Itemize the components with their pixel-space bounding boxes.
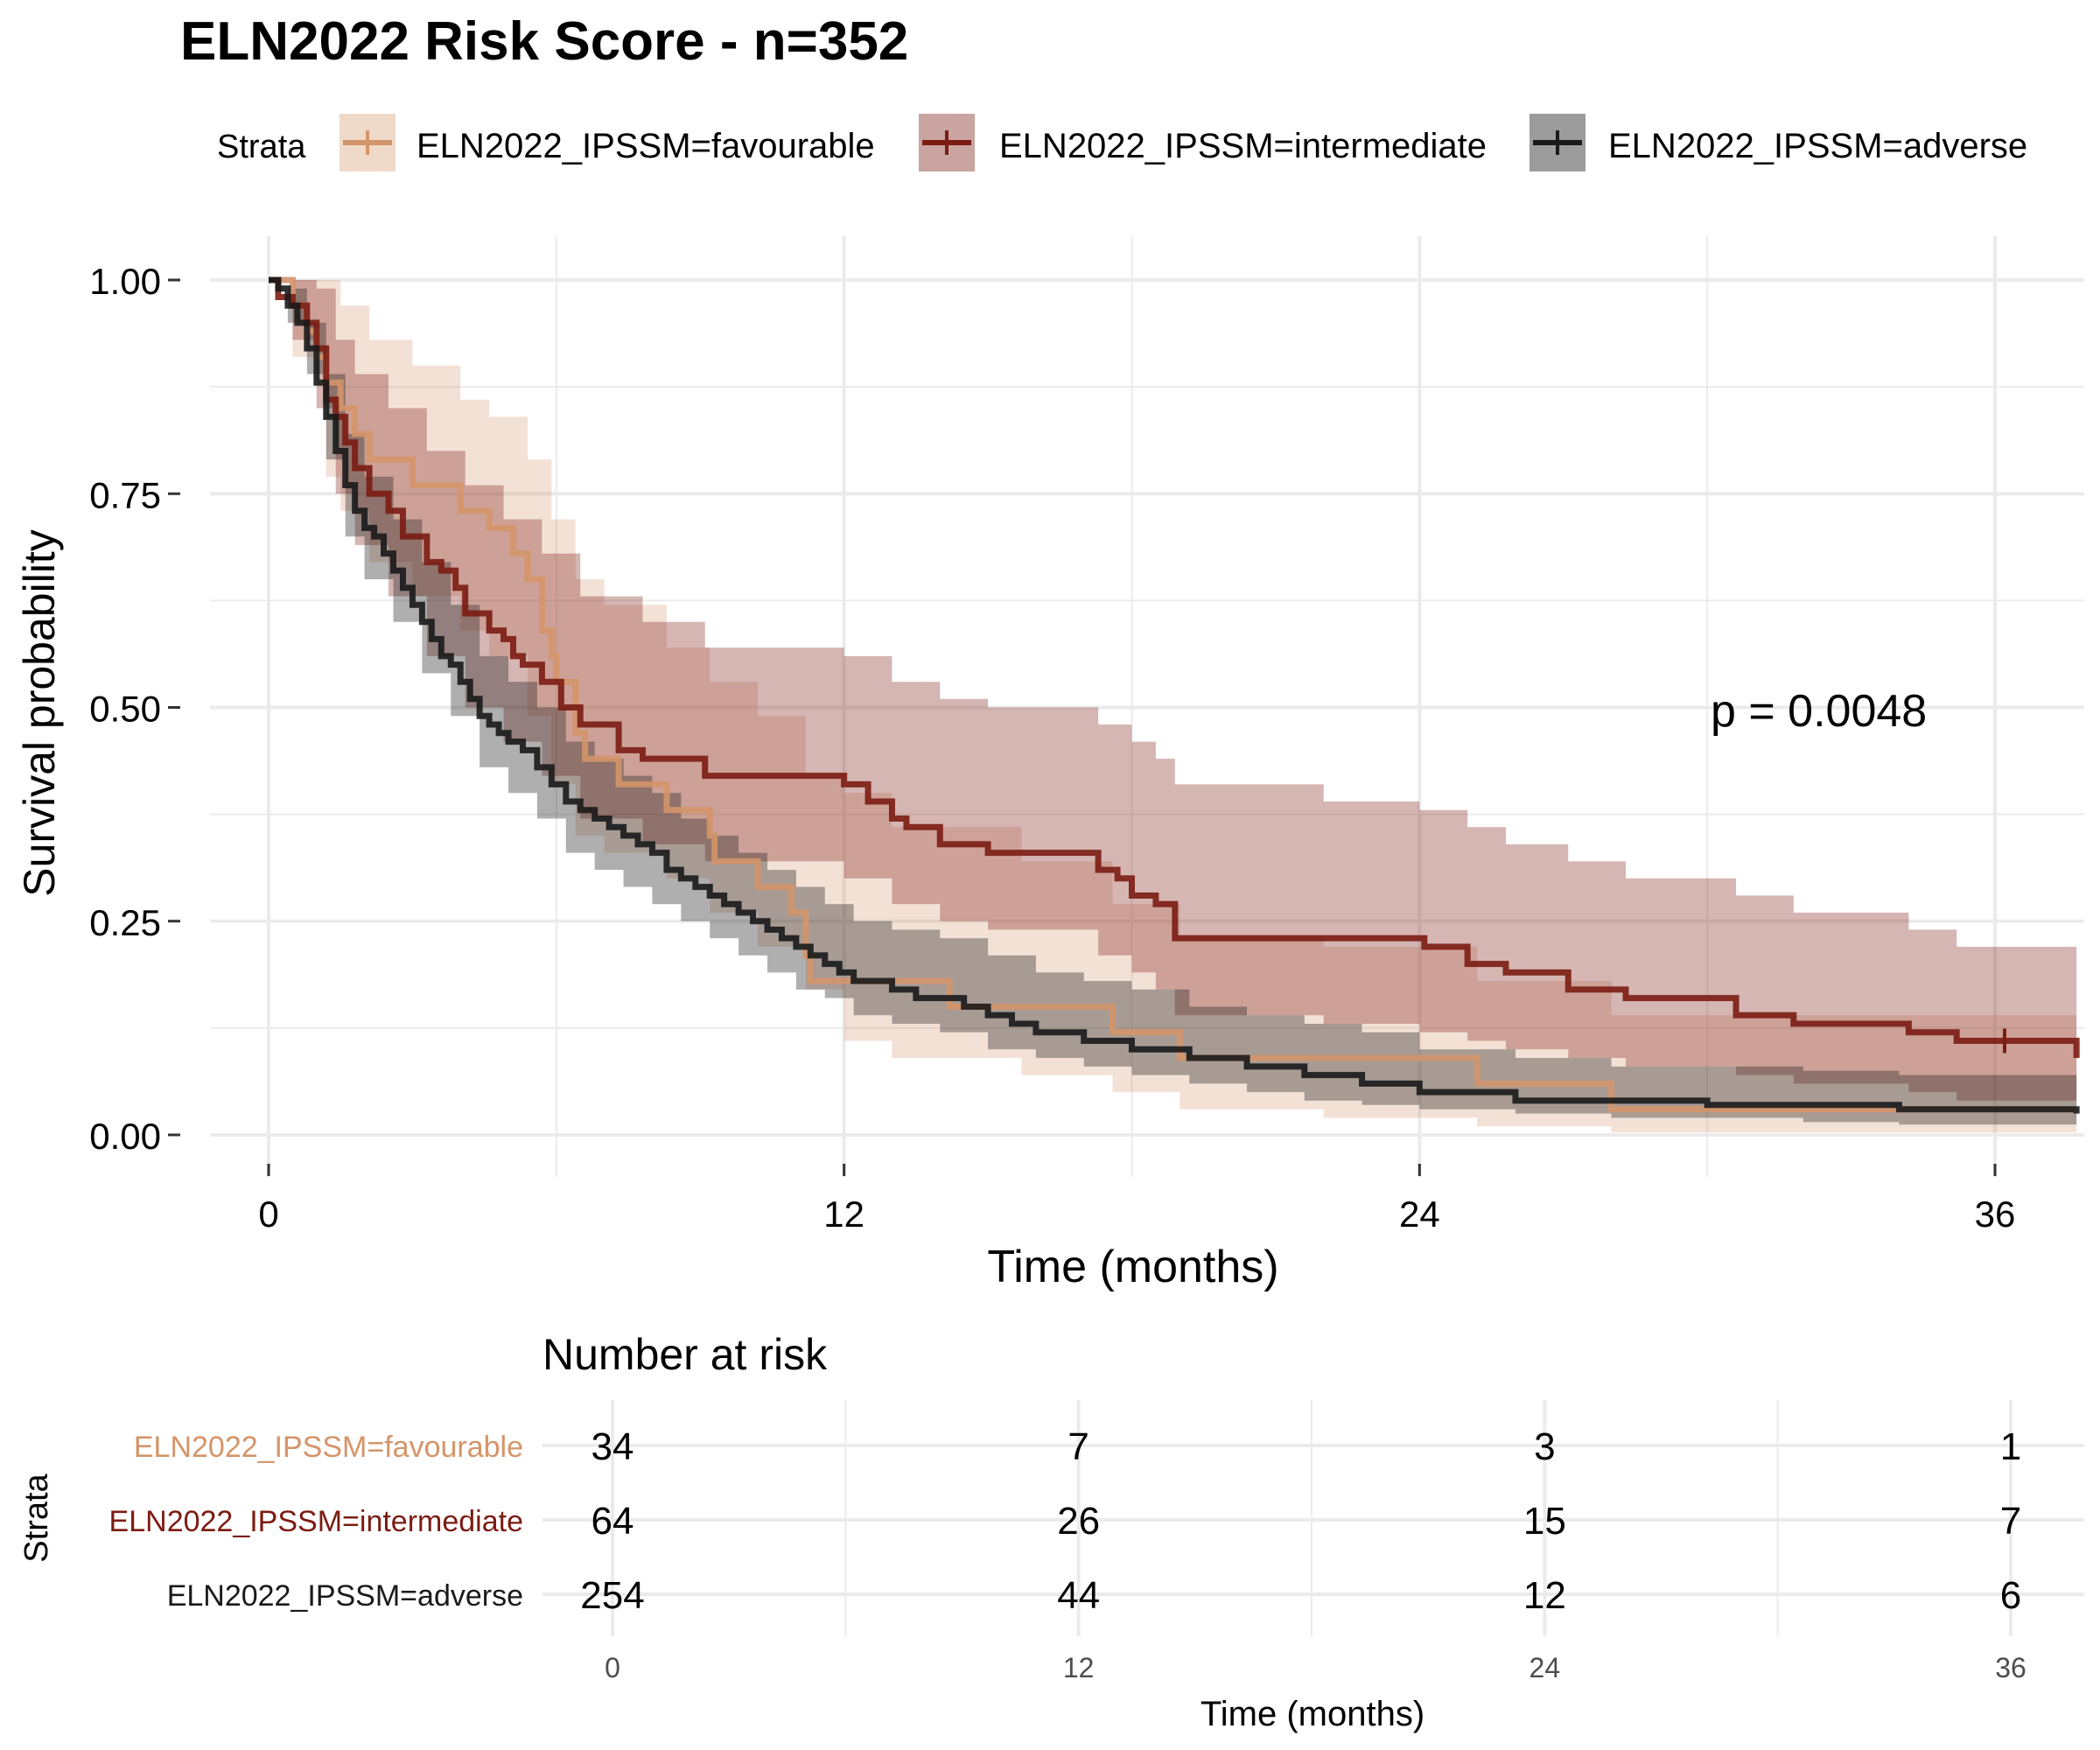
- y-tick-label: 0.50: [89, 689, 161, 730]
- risk-row-label: ELN2022_IPSSM=adverse: [167, 1579, 523, 1613]
- risk-count: 15: [1523, 1500, 1566, 1543]
- legend-label: ELN2022_IPSSM=favourable: [416, 127, 875, 165]
- survival-curve: [269, 276, 2077, 1113]
- risk-table: Number at risk ELN2022_IPSSM=favourable 3…: [18, 1330, 2084, 1733]
- y-tick-label: 1.00: [89, 261, 161, 302]
- y-axis-title: Survival probability: [15, 529, 64, 897]
- risk-count: 64: [592, 1500, 634, 1543]
- p-value-label: p = 0.0048: [1711, 686, 1927, 737]
- x-tick-label: 12: [823, 1194, 864, 1235]
- confidence-bands: [269, 280, 2077, 1133]
- chart-title: ELN2022 Risk Score - n=352: [180, 11, 908, 72]
- risk-row-label: ELN2022_IPSSM=favourable: [134, 1431, 523, 1464]
- x-tick-label: 36: [1975, 1194, 2016, 1235]
- survival-curve: [269, 276, 2080, 1059]
- confidence-band: [269, 280, 2077, 1110]
- risk-count: 26: [1057, 1500, 1100, 1543]
- y-tick-label: 0.75: [89, 474, 161, 515]
- survival-curves: [269, 276, 2080, 1114]
- risk-count: 7: [2000, 1500, 2021, 1543]
- risk-row-label: ELN2022_IPSSM=intermediate: [109, 1505, 523, 1538]
- risk-x-tick-label: 12: [1063, 1652, 1095, 1684]
- x-axis: 0 12 24 36: [258, 1164, 2015, 1235]
- y-axis: 0.00 0.25 0.50 0.75 1.00: [89, 261, 180, 1157]
- risk-x-tick-label: 36: [1995, 1652, 2026, 1684]
- confidence-band: [269, 280, 2077, 1127]
- risk-count: 12: [1523, 1574, 1566, 1617]
- legend-label: ELN2022_IPSSM=intermediate: [999, 127, 1487, 165]
- x-tick-label: 24: [1399, 1194, 1440, 1235]
- risk-count: 44: [1057, 1574, 1100, 1617]
- x-axis-title: Time (months): [987, 1242, 1278, 1292]
- legend-label: ELN2022_IPSSM=adverse: [1608, 127, 2027, 165]
- risk-count: 6: [2000, 1574, 2021, 1617]
- risk-count: 3: [1534, 1425, 1555, 1468]
- grid: [210, 236, 2084, 1177]
- risk-count: 254: [580, 1574, 644, 1617]
- risk-x-tick-label: 0: [605, 1652, 620, 1684]
- y-tick-label: 0.00: [89, 1116, 161, 1157]
- risk-table-title: Number at risk: [542, 1330, 828, 1379]
- risk-table-y-title: Strata: [18, 1473, 55, 1562]
- survival-curve: [269, 276, 2080, 1114]
- risk-count: 34: [592, 1425, 634, 1468]
- risk-x-tick-label: 24: [1530, 1652, 1561, 1684]
- y-tick-label: 0.25: [89, 902, 161, 943]
- risk-count: 1: [2000, 1425, 2021, 1468]
- confidence-band: [269, 280, 2077, 1133]
- legend: Strata ELN2022_IPSSM=favourable ELN2022_I…: [217, 114, 2027, 172]
- x-tick-label: 0: [258, 1194, 278, 1235]
- legend-title: Strata: [217, 129, 306, 165]
- risk-count: 7: [1068, 1425, 1088, 1468]
- risk-table-x-title: Time (months): [1200, 1695, 1424, 1733]
